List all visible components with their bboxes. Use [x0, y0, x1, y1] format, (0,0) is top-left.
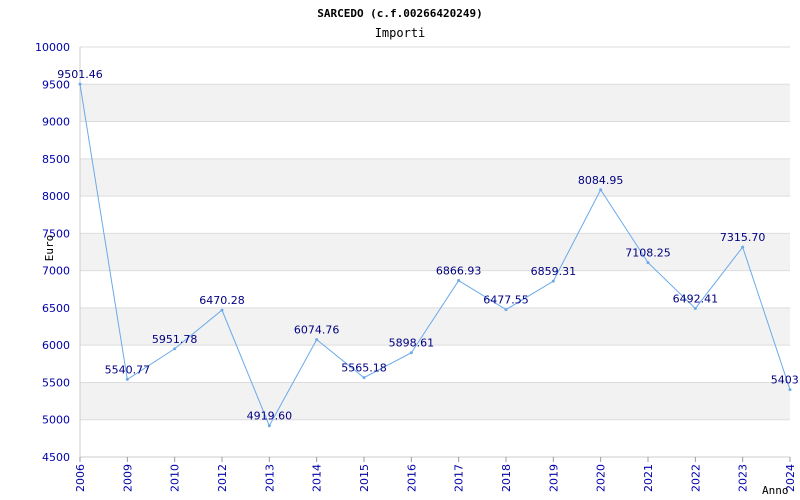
x-tick-label: 2014 [311, 464, 324, 492]
data-label: 5565.18 [341, 362, 387, 375]
data-label: 6477.55 [483, 294, 529, 307]
x-tick-label: 2024 [784, 464, 797, 492]
data-point [173, 347, 177, 351]
x-tick-label: 2021 [642, 464, 655, 492]
series-line [79, 84, 791, 427]
x-tick-label: 2018 [500, 464, 513, 492]
data-point [362, 376, 366, 380]
y-tick-label: 10000 [35, 41, 70, 54]
y-tick-labels: 4500 5000 5500 6000 6500 7000 7500 8000 8500 9000… [35, 41, 70, 464]
x-tick-label: 2020 [595, 464, 608, 492]
x-tick-label: 2015 [358, 464, 371, 492]
y-tick-label: 6000 [42, 339, 70, 352]
x-axis-label: Anno [762, 484, 789, 497]
x-tick-label: 2016 [405, 464, 418, 492]
y-tick-label: 9500 [42, 78, 70, 91]
chart-subtitle: Importi [375, 26, 426, 40]
data-label: 5951.78 [152, 333, 198, 346]
y-tick-label: 7000 [42, 265, 70, 278]
data-point [504, 308, 508, 312]
y-tick-label: 7500 [42, 227, 70, 240]
y-tick-label: 5000 [42, 414, 70, 427]
y-tick-label: 4500 [42, 451, 70, 464]
grid-band [80, 382, 790, 420]
x-tick-label: 2010 [169, 464, 182, 492]
data-point [315, 338, 319, 342]
data-point [788, 388, 792, 392]
data-point [599, 188, 603, 192]
data-point [220, 308, 224, 312]
data-point [693, 306, 697, 310]
data-label: 4919.60 [247, 410, 293, 423]
x-tick-label: 2017 [453, 464, 466, 492]
data-label: 7315.70 [720, 231, 766, 244]
data-point [551, 279, 555, 283]
y-tick-label: 8000 [42, 190, 70, 203]
y-tick-label: 9000 [42, 116, 70, 129]
data-point [267, 424, 271, 428]
x-tick-label: 2009 [121, 464, 134, 492]
data-label: 7108.25 [625, 247, 671, 260]
y-tick-label: 8500 [42, 153, 70, 166]
data-point [78, 82, 82, 86]
grid-lines [80, 46, 790, 458]
x-tick-labels: 2006 2009 2010 2012 2013 2014 2015 2016 2017 2018… [74, 457, 797, 492]
data-point [457, 279, 461, 283]
y-tick-label: 5500 [42, 376, 70, 389]
y-tick-label: 6500 [42, 302, 70, 315]
data-point [741, 245, 745, 249]
grid-band [80, 233, 790, 271]
chart-title: SARCEDO (c.f.00266420249) [317, 7, 483, 20]
x-tick-label: 2022 [689, 464, 702, 492]
data-label: 6074.76 [294, 324, 340, 337]
grid-band [80, 84, 790, 122]
data-label: 6470.28 [199, 294, 245, 307]
data-label: 8084.95 [578, 174, 624, 187]
data-label: 6866.93 [436, 265, 482, 278]
grid-bands [80, 84, 790, 420]
data-point [125, 377, 129, 381]
data-label: 5403.8 [771, 374, 800, 387]
x-tick-label: 2023 [737, 464, 750, 492]
data-label: 9501.46 [57, 68, 103, 81]
x-tick-label: 2006 [74, 464, 87, 492]
grid-band [80, 307, 790, 346]
data-labels: 9501.46 5540.77 5951.78 6470.28 4919.60 6074.… [57, 68, 800, 428]
y-axis-label: Euro [43, 235, 56, 262]
data-label: 5898.61 [389, 337, 435, 350]
x-tick-label: 2012 [216, 464, 229, 492]
data-label: 6492.41 [673, 292, 719, 305]
x-tick-label: 2019 [547, 464, 560, 492]
data-label: 5540.77 [105, 363, 151, 376]
grid-band [80, 158, 790, 197]
data-label: 6859.31 [531, 265, 577, 278]
data-point [646, 261, 650, 265]
x-tick-label: 2013 [263, 464, 276, 492]
data-point [409, 351, 413, 355]
